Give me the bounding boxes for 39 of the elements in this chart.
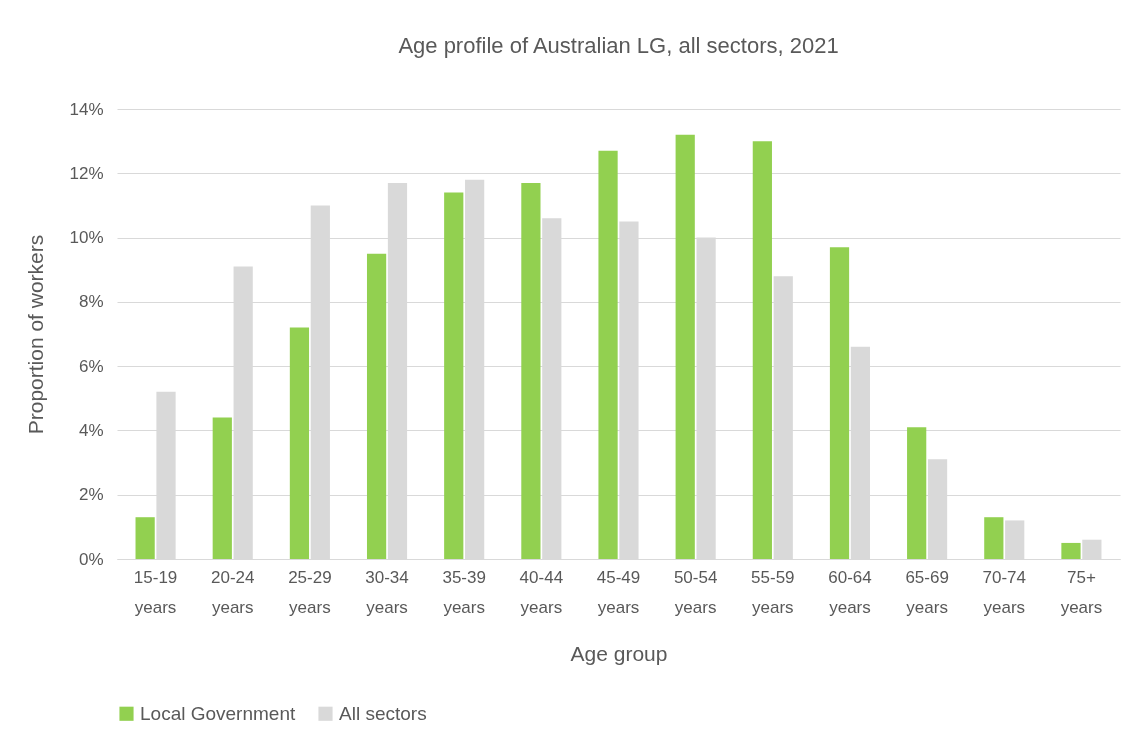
x-tick-label: 45-49 years [596,567,641,617]
legend-label: Local Government [140,702,296,724]
y-tick-label: 0% [78,549,104,569]
bar [212,417,232,559]
x-tick-label: 20-24 years [210,567,255,617]
y-tick-label: 4% [78,420,104,440]
x-tick-label: 55-59 years [751,567,795,617]
x-tick-label: 70-74 years [982,567,1027,617]
x-tick-label: 60-64 years [828,567,872,617]
x-tick-label: 50-54 years [673,567,718,617]
bar [366,253,387,559]
x-tick-label: 30-34 years [365,567,409,617]
bar [752,141,772,559]
x-tick-label: 15-19 years [133,567,178,617]
bar [675,134,695,559]
bar [135,517,155,559]
y-tick-label: 8% [78,292,104,312]
y-tick-label: 14% [69,99,104,119]
bar [444,192,464,559]
x-axis-title: Age group [570,641,668,665]
bar [289,327,310,559]
y-tick-label: 2% [78,485,104,505]
bar [829,247,850,559]
y-tick-label: 12% [69,163,104,183]
x-tick-label: 75+ years [1060,567,1103,617]
bar [598,150,618,559]
legend-label: All sectors [339,702,427,724]
x-tick-label: 35-39 years [442,567,486,617]
y-axis-title: Proportion of workers [24,234,48,435]
y-tick-label: 10% [69,228,104,248]
x-tick-label: 40-44 years [519,567,564,617]
bar [984,517,1004,559]
bar [1061,542,1081,559]
x-tick-label: 65-69 years [905,567,949,617]
x-tick-label: 25-29 years [288,567,332,617]
bar [907,427,927,559]
bar [521,182,541,559]
y-tick-label: 6% [78,356,104,376]
chart-title: Age profile of Australian LG, all sectors, 2021 [398,33,839,58]
